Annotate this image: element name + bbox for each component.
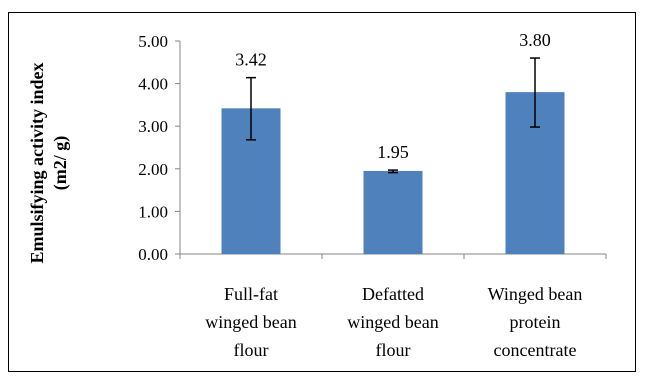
y-axis-label-line-2: (m2/ g) <box>50 136 71 190</box>
x-category-label: Full-fat <box>224 284 278 304</box>
data-label: 3.80 <box>519 30 551 50</box>
x-category-label: Winged bean <box>488 284 583 304</box>
data-label: 1.95 <box>377 142 409 162</box>
x-category-label: flour <box>234 340 269 360</box>
x-category-label: winged bean <box>347 312 438 332</box>
y-tick-label: 5.00 <box>138 32 168 51</box>
x-category-label: concentrate <box>494 340 577 360</box>
y-axis-title: Emulsifying activity index (m2/ g) <box>27 62 71 263</box>
y-axis-label-line-1: Emulsifying activity index <box>27 62 47 263</box>
x-category-label: protein <box>510 312 561 332</box>
y-tick-label: 3.00 <box>138 117 168 136</box>
bar <box>363 170 423 254</box>
x-category-label: Defatted <box>362 284 424 304</box>
y-tick-label: 2.00 <box>138 160 168 179</box>
y-tick-label: 4.00 <box>138 75 168 94</box>
plot-area: 0.00 1.00 2.00 3.00 4.00 5.00 3.42 Full-fat wing… <box>138 30 607 360</box>
data-label: 3.42 <box>235 50 267 70</box>
x-category-label: winged bean <box>205 312 296 332</box>
y-tick-label: 1.00 <box>138 202 168 221</box>
y-tick-label: 0.00 <box>138 245 168 264</box>
x-category-label: flour <box>376 340 411 360</box>
